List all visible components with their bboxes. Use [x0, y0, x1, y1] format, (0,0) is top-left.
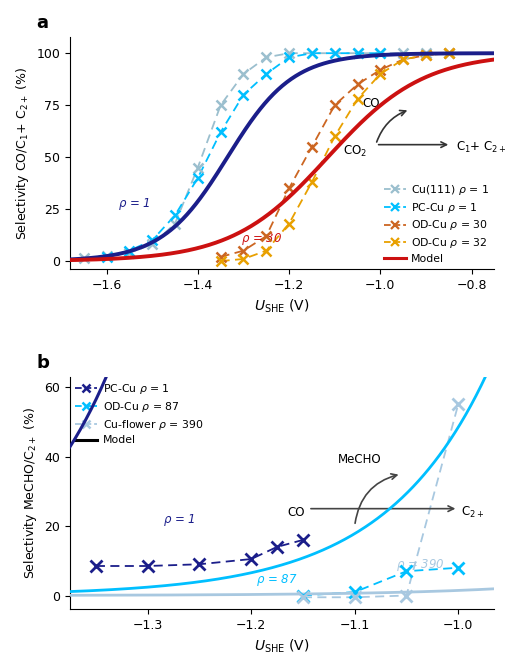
- Legend: Cu(111) $\rho$ = 1, PC-Cu $\rho$ = 1, OD-Cu $\rho$ = 30, OD-Cu $\rho$ = 32, Mode: Cu(111) $\rho$ = 1, PC-Cu $\rho$ = 1, OD…: [384, 183, 489, 264]
- Text: $\rho$ = 1: $\rho$ = 1: [163, 512, 196, 528]
- Text: MeCHO: MeCHO: [338, 454, 382, 466]
- Text: C$_{2+}$: C$_{2+}$: [461, 504, 484, 520]
- Text: a: a: [36, 14, 48, 32]
- Text: CO: CO: [288, 506, 305, 518]
- Y-axis label: Selectivity MeCHO/C$_{2+}$ (%): Selectivity MeCHO/C$_{2+}$ (%): [22, 407, 39, 579]
- Text: b: b: [36, 354, 49, 372]
- Text: $\rho$ = 390: $\rho$ = 390: [396, 557, 445, 573]
- Text: CO: CO: [362, 97, 380, 110]
- Text: C$_1$+ C$_{2+}$: C$_1$+ C$_{2+}$: [456, 140, 506, 155]
- Y-axis label: Selectivity CO/C$_1$+ C$_{2+}$ (%): Selectivity CO/C$_1$+ C$_{2+}$ (%): [14, 66, 31, 240]
- X-axis label: $U_\mathrm{SHE}$ (V): $U_\mathrm{SHE}$ (V): [254, 638, 310, 655]
- Text: CO$_2$: CO$_2$: [342, 144, 366, 159]
- Text: $\rho$ = 30: $\rho$ = 30: [241, 231, 282, 248]
- Text: $\rho$ = 87: $\rho$ = 87: [256, 573, 298, 588]
- Text: $\rho$ = 1: $\rho$ = 1: [118, 196, 150, 212]
- Legend: PC-Cu $\rho$ = 1, OD-Cu $\rho$ = 87, Cu-flower $\rho$ = 390, Model: PC-Cu $\rho$ = 1, OD-Cu $\rho$ = 87, Cu-…: [76, 382, 203, 446]
- X-axis label: $U_\mathrm{SHE}$ (V): $U_\mathrm{SHE}$ (V): [254, 298, 310, 315]
